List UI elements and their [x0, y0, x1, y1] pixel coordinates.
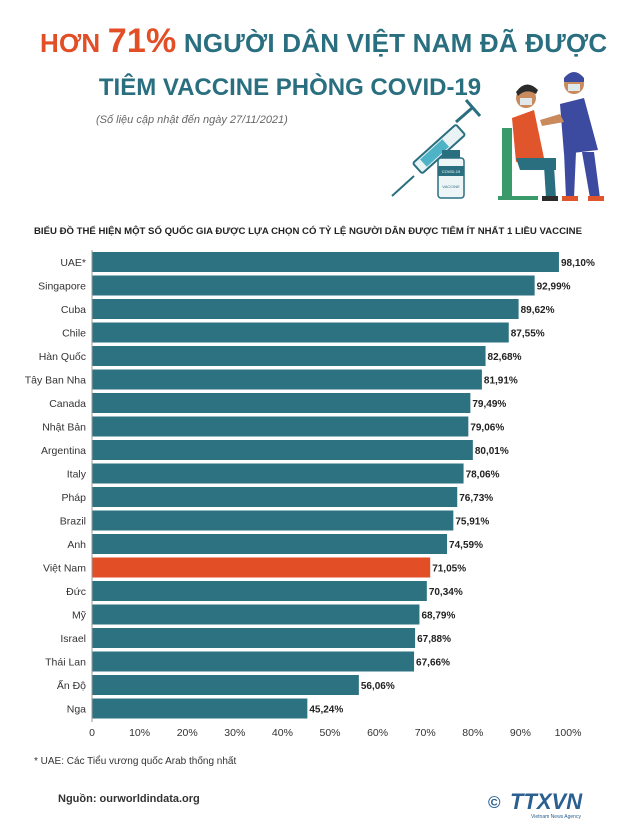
title-prefix: HƠN — [40, 28, 101, 58]
vial-label-bottom: VACCINE — [442, 184, 460, 189]
category-label: Italy — [67, 469, 87, 481]
category-label: Thái Lan — [45, 657, 86, 669]
value-label: 98,10% — [561, 258, 595, 269]
category-label: Hàn Quốc — [39, 351, 86, 363]
chart-title: BIỂU ĐỒ THỂ HIỆN MỘT SỐ QUỐC GIA ĐƯỢC LỰ… — [34, 226, 582, 237]
category-label: Chile — [62, 328, 86, 340]
value-label: 67,88% — [417, 634, 451, 645]
source-note: Nguồn: ourworldindata.org — [58, 793, 200, 805]
value-label: 92,99% — [537, 282, 571, 293]
category-label: UAE* — [60, 257, 86, 269]
title-percent: 71% — [107, 22, 177, 60]
bar-12 — [92, 534, 448, 554]
bar-chart: UAE* 98,10% Singapore 92,99% Cuba 89,62% Chile… — [25, 250, 595, 739]
vaccination-illustration: COVID-19 VACCINE — [391, 72, 604, 201]
vial-label-top: COVID-19 — [442, 169, 461, 174]
value-label: 80,01% — [475, 446, 509, 457]
page-subtitle: TIÊM VACCINE PHÒNG COVID-19 — [98, 74, 482, 101]
x-tick-label: 80% — [462, 727, 483, 739]
value-label: 79,06% — [470, 423, 504, 434]
vaccine-vial-icon: COVID-19 VACCINE — [437, 150, 465, 199]
x-tick-label: 10% — [129, 727, 150, 739]
x-tick-label: 40% — [272, 727, 293, 739]
value-label: 79,49% — [472, 399, 506, 410]
title-suffix: NGƯỜI DÂN VIỆT NAM ĐÃ ĐƯỢC — [183, 28, 608, 58]
patient-figure — [498, 84, 558, 201]
value-label: 78,06% — [466, 470, 500, 481]
x-tick-label: 20% — [177, 727, 198, 739]
x-tick-label: 70% — [415, 727, 436, 739]
category-label: Mỹ — [72, 610, 87, 622]
bar-13 — [92, 557, 431, 578]
bar-10 — [92, 487, 458, 507]
bar-8 — [92, 440, 473, 460]
value-label: 68,79% — [421, 611, 455, 622]
x-tick-label: 0 — [89, 727, 95, 739]
nurse-figure — [540, 72, 604, 201]
bar-18 — [92, 675, 359, 695]
update-note: (Số liệu cập nhật đến ngày 27/11/2021) — [96, 114, 288, 126]
bar-7 — [92, 416, 469, 437]
category-label: Anh — [67, 539, 86, 551]
category-label: Brazil — [60, 516, 86, 528]
value-label: 76,73% — [459, 493, 493, 504]
value-label: 75,91% — [455, 517, 489, 528]
value-label: 70,34% — [429, 587, 463, 598]
bar-14 — [92, 581, 427, 601]
category-label: Argentina — [41, 445, 86, 457]
value-label: 67,66% — [416, 658, 450, 669]
category-label: Ấn Độ — [57, 679, 86, 692]
value-label: 82,68% — [488, 352, 522, 363]
category-label: Singapore — [38, 281, 86, 293]
footnote: * UAE: Các Tiểu vương quốc Arab thống nh… — [34, 756, 237, 767]
bar-6 — [92, 393, 471, 413]
bar-11 — [92, 510, 454, 531]
value-label: 87,55% — [511, 329, 545, 340]
logo-subtitle: Vietnam News Agency — [531, 814, 581, 820]
category-label: Pháp — [61, 492, 86, 504]
category-label: Việt Nam — [43, 563, 86, 575]
bar-3 — [92, 322, 509, 343]
category-label: Đức — [66, 586, 86, 598]
value-label: 71,05% — [432, 564, 466, 575]
copyright-symbol: © — [488, 793, 501, 812]
category-label: Canada — [49, 398, 86, 410]
bar-2 — [92, 299, 519, 319]
value-label: 45,24% — [309, 705, 343, 716]
ttxvn-logo: © TTXVN Vietnam News Agency — [488, 789, 583, 820]
bar-5 — [92, 369, 482, 390]
bar-16 — [92, 628, 416, 648]
bar-1 — [92, 275, 535, 296]
logo-text: TTXVN — [510, 789, 583, 814]
syringe-icon — [391, 99, 482, 197]
x-tick-label: 90% — [510, 727, 531, 739]
bar-0 — [92, 252, 559, 272]
category-label: Israel — [60, 633, 86, 645]
value-label: 56,06% — [361, 681, 395, 692]
page-title: HƠN 71% NGƯỜI DÂN VIỆT NAM ĐÃ ĐƯỢC — [40, 22, 607, 61]
x-tick-label: 60% — [367, 727, 388, 739]
category-label: Nga — [67, 704, 86, 716]
x-tick-label: 50% — [319, 727, 340, 739]
category-label: Tây Ban Nha — [25, 375, 86, 387]
x-tick-label: 100% — [555, 727, 582, 739]
category-label: Cuba — [61, 304, 86, 316]
category-label: Nhật Bản — [42, 422, 86, 434]
bar-15 — [92, 604, 420, 625]
bar-4 — [92, 346, 486, 366]
bar-9 — [92, 463, 464, 484]
value-label: 74,59% — [449, 540, 483, 551]
bar-17 — [92, 651, 415, 672]
x-tick-label: 30% — [224, 727, 245, 739]
bar-19 — [92, 698, 308, 719]
value-label: 81,91% — [484, 376, 518, 387]
value-label: 89,62% — [521, 305, 555, 316]
